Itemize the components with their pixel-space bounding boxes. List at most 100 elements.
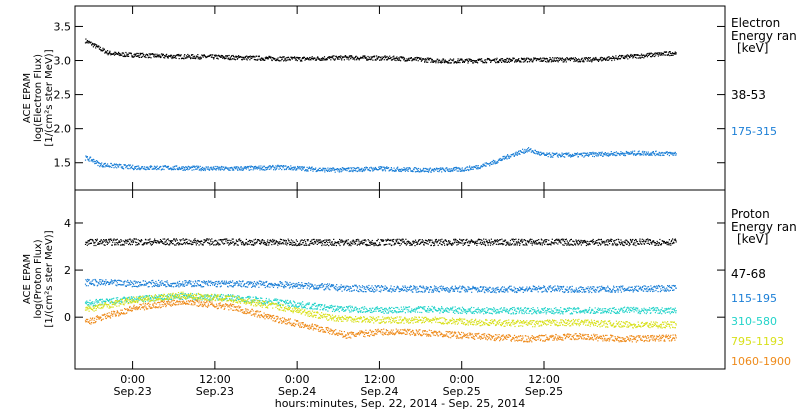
proton-data-point [553, 242, 555, 244]
electron-data-point [174, 168, 176, 171]
electron-data-point [336, 57, 338, 59]
electron-data-point [579, 154, 581, 156]
electron-data-point [398, 170, 400, 172]
electron-data-point [123, 55, 125, 58]
proton-data-point [103, 239, 105, 241]
electron-data-point [397, 59, 399, 61]
proton-data-point [519, 290, 521, 292]
electron-data-point [499, 159, 501, 161]
proton-data-point [359, 286, 361, 288]
electron-data-point [238, 55, 240, 57]
electron-data-point [109, 50, 111, 52]
proton-data-point [574, 244, 577, 246]
electron-data-point [349, 167, 351, 169]
electron-data-point [258, 165, 260, 167]
proton-data-point [269, 283, 271, 285]
electron-data-point [517, 152, 519, 154]
proton-data-point [313, 243, 315, 245]
electron-data-point [139, 169, 141, 171]
proton-data-point [173, 286, 175, 288]
proton-data-point [182, 285, 184, 287]
proton-data-point [529, 288, 532, 290]
proton-data-point [216, 280, 218, 283]
proton-data-point [263, 240, 265, 242]
proton-data-point [496, 240, 498, 242]
proton-data-point [356, 240, 358, 242]
proton-data-point [614, 239, 616, 242]
proton-data-point [105, 241, 107, 243]
electron-data-point [668, 155, 670, 157]
proton-data-point [612, 244, 614, 246]
electron-data-point [266, 57, 268, 59]
electron-data-point [493, 161, 495, 163]
proton-data-point [165, 286, 167, 288]
proton-data-point [336, 287, 338, 289]
proton-data-point [143, 284, 145, 287]
proton-data-point [292, 282, 294, 284]
proton-data-point [291, 285, 293, 288]
proton-data-point [455, 239, 457, 241]
electron-data-point [122, 166, 124, 168]
proton-data-point [625, 243, 627, 245]
electron-data-point [635, 56, 637, 59]
proton-data-point [217, 242, 219, 244]
proton-data-point [114, 239, 117, 241]
proton-data-point [104, 244, 106, 246]
electron-data-point [354, 169, 356, 171]
electron-data-point [527, 61, 529, 63]
electron-data-point [642, 154, 644, 156]
proton-data-point [504, 240, 506, 242]
electron-data-point [626, 152, 628, 154]
electron-data-point [509, 155, 511, 157]
proton-data-point [114, 242, 116, 244]
electron-data-point [402, 56, 404, 58]
electron-data-point [372, 169, 374, 171]
proton-data-point [216, 240, 218, 242]
proton-data-point [482, 243, 484, 245]
electron-data-point [297, 165, 299, 168]
proton-data-point [295, 239, 297, 241]
proton-data-point [471, 240, 473, 242]
electron-data-point [340, 58, 342, 60]
proton-data-point [385, 288, 387, 291]
electron-data-point [134, 53, 136, 55]
proton-data-point [335, 289, 337, 291]
proton-data-point [162, 238, 164, 240]
proton-data-point [469, 240, 471, 242]
proton-data-point [653, 240, 655, 242]
proton-data-point [135, 281, 137, 283]
proton-data-point [534, 287, 536, 289]
electron-data-point [391, 59, 393, 61]
electron-data-point [227, 58, 229, 60]
electron-data-point [332, 58, 335, 60]
electron-data-point [373, 167, 375, 169]
electron-data-point [572, 58, 574, 60]
proton-data-point [408, 242, 410, 244]
proton-data-point [190, 280, 192, 282]
electron-data-point [423, 171, 425, 173]
electron-data-point [618, 58, 620, 60]
proton-data-point [326, 243, 328, 246]
proton-data-point [122, 243, 124, 245]
proton-data-point [406, 286, 408, 288]
proton-data-point [139, 281, 142, 283]
electron-data-point [556, 59, 558, 61]
electron-data-point [452, 170, 454, 172]
proton-data-point [342, 241, 344, 243]
electron-data-point [160, 56, 162, 58]
electron-data-point [355, 170, 357, 172]
electron-data-point [394, 59, 396, 61]
electron-data-point [553, 58, 555, 60]
proton-data-point [368, 289, 370, 291]
proton-data-point [527, 240, 529, 242]
proton-data-point [148, 281, 150, 283]
electron-data-point [358, 58, 360, 60]
electron-data-point [260, 59, 262, 61]
electron-data-point [648, 52, 650, 54]
electron-data-point [180, 168, 182, 170]
proton-panel-frame [74, 189, 726, 370]
proton-data-point [409, 286, 411, 288]
electron-data-point [119, 54, 121, 57]
proton-data-point [193, 285, 195, 288]
electron-data-point [459, 167, 461, 169]
